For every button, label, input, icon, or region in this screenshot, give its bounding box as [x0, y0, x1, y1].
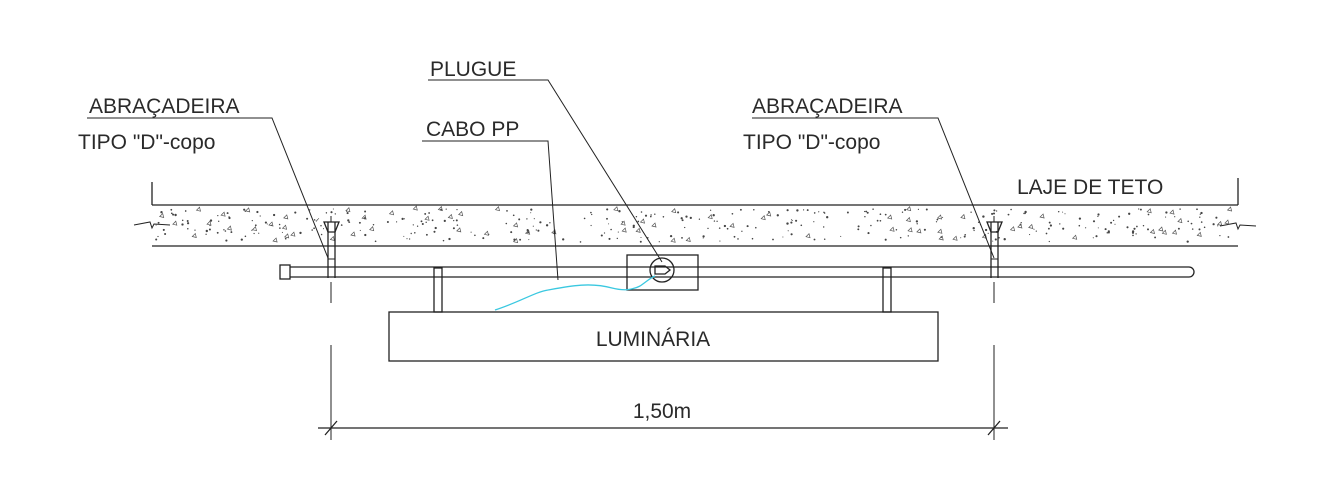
clamp-right-title: ABRAÇADEIRA — [752, 95, 903, 118]
dimension-line: 1,50m — [318, 345, 1008, 440]
ceiling-slab — [133, 178, 1257, 247]
plug-label: PLUGUE — [430, 58, 516, 81]
plug-box — [626, 254, 699, 291]
conduit-rod — [279, 264, 1195, 280]
clamp-left-title: ABRAÇADEIRA — [89, 95, 240, 118]
concrete-texture — [155, 205, 1233, 244]
clamp-left-type: TIPO "D"-copo — [78, 131, 215, 154]
slab-label: LAJE DE TETO — [1017, 176, 1163, 199]
clamp-right-type: TIPO "D"-copo — [743, 131, 880, 154]
clamp-left — [323, 216, 340, 303]
clamp-right — [986, 216, 1003, 303]
cable-label: CABO PP — [426, 118, 519, 141]
luminaire-body: LUMINÁRIA — [388, 311, 939, 362]
luminaire-label: LUMINÁRIA — [596, 328, 710, 351]
pp-cable — [494, 275, 656, 311]
dimension-label: 1,50m — [633, 400, 691, 423]
leader-lines — [87, 79, 995, 281]
